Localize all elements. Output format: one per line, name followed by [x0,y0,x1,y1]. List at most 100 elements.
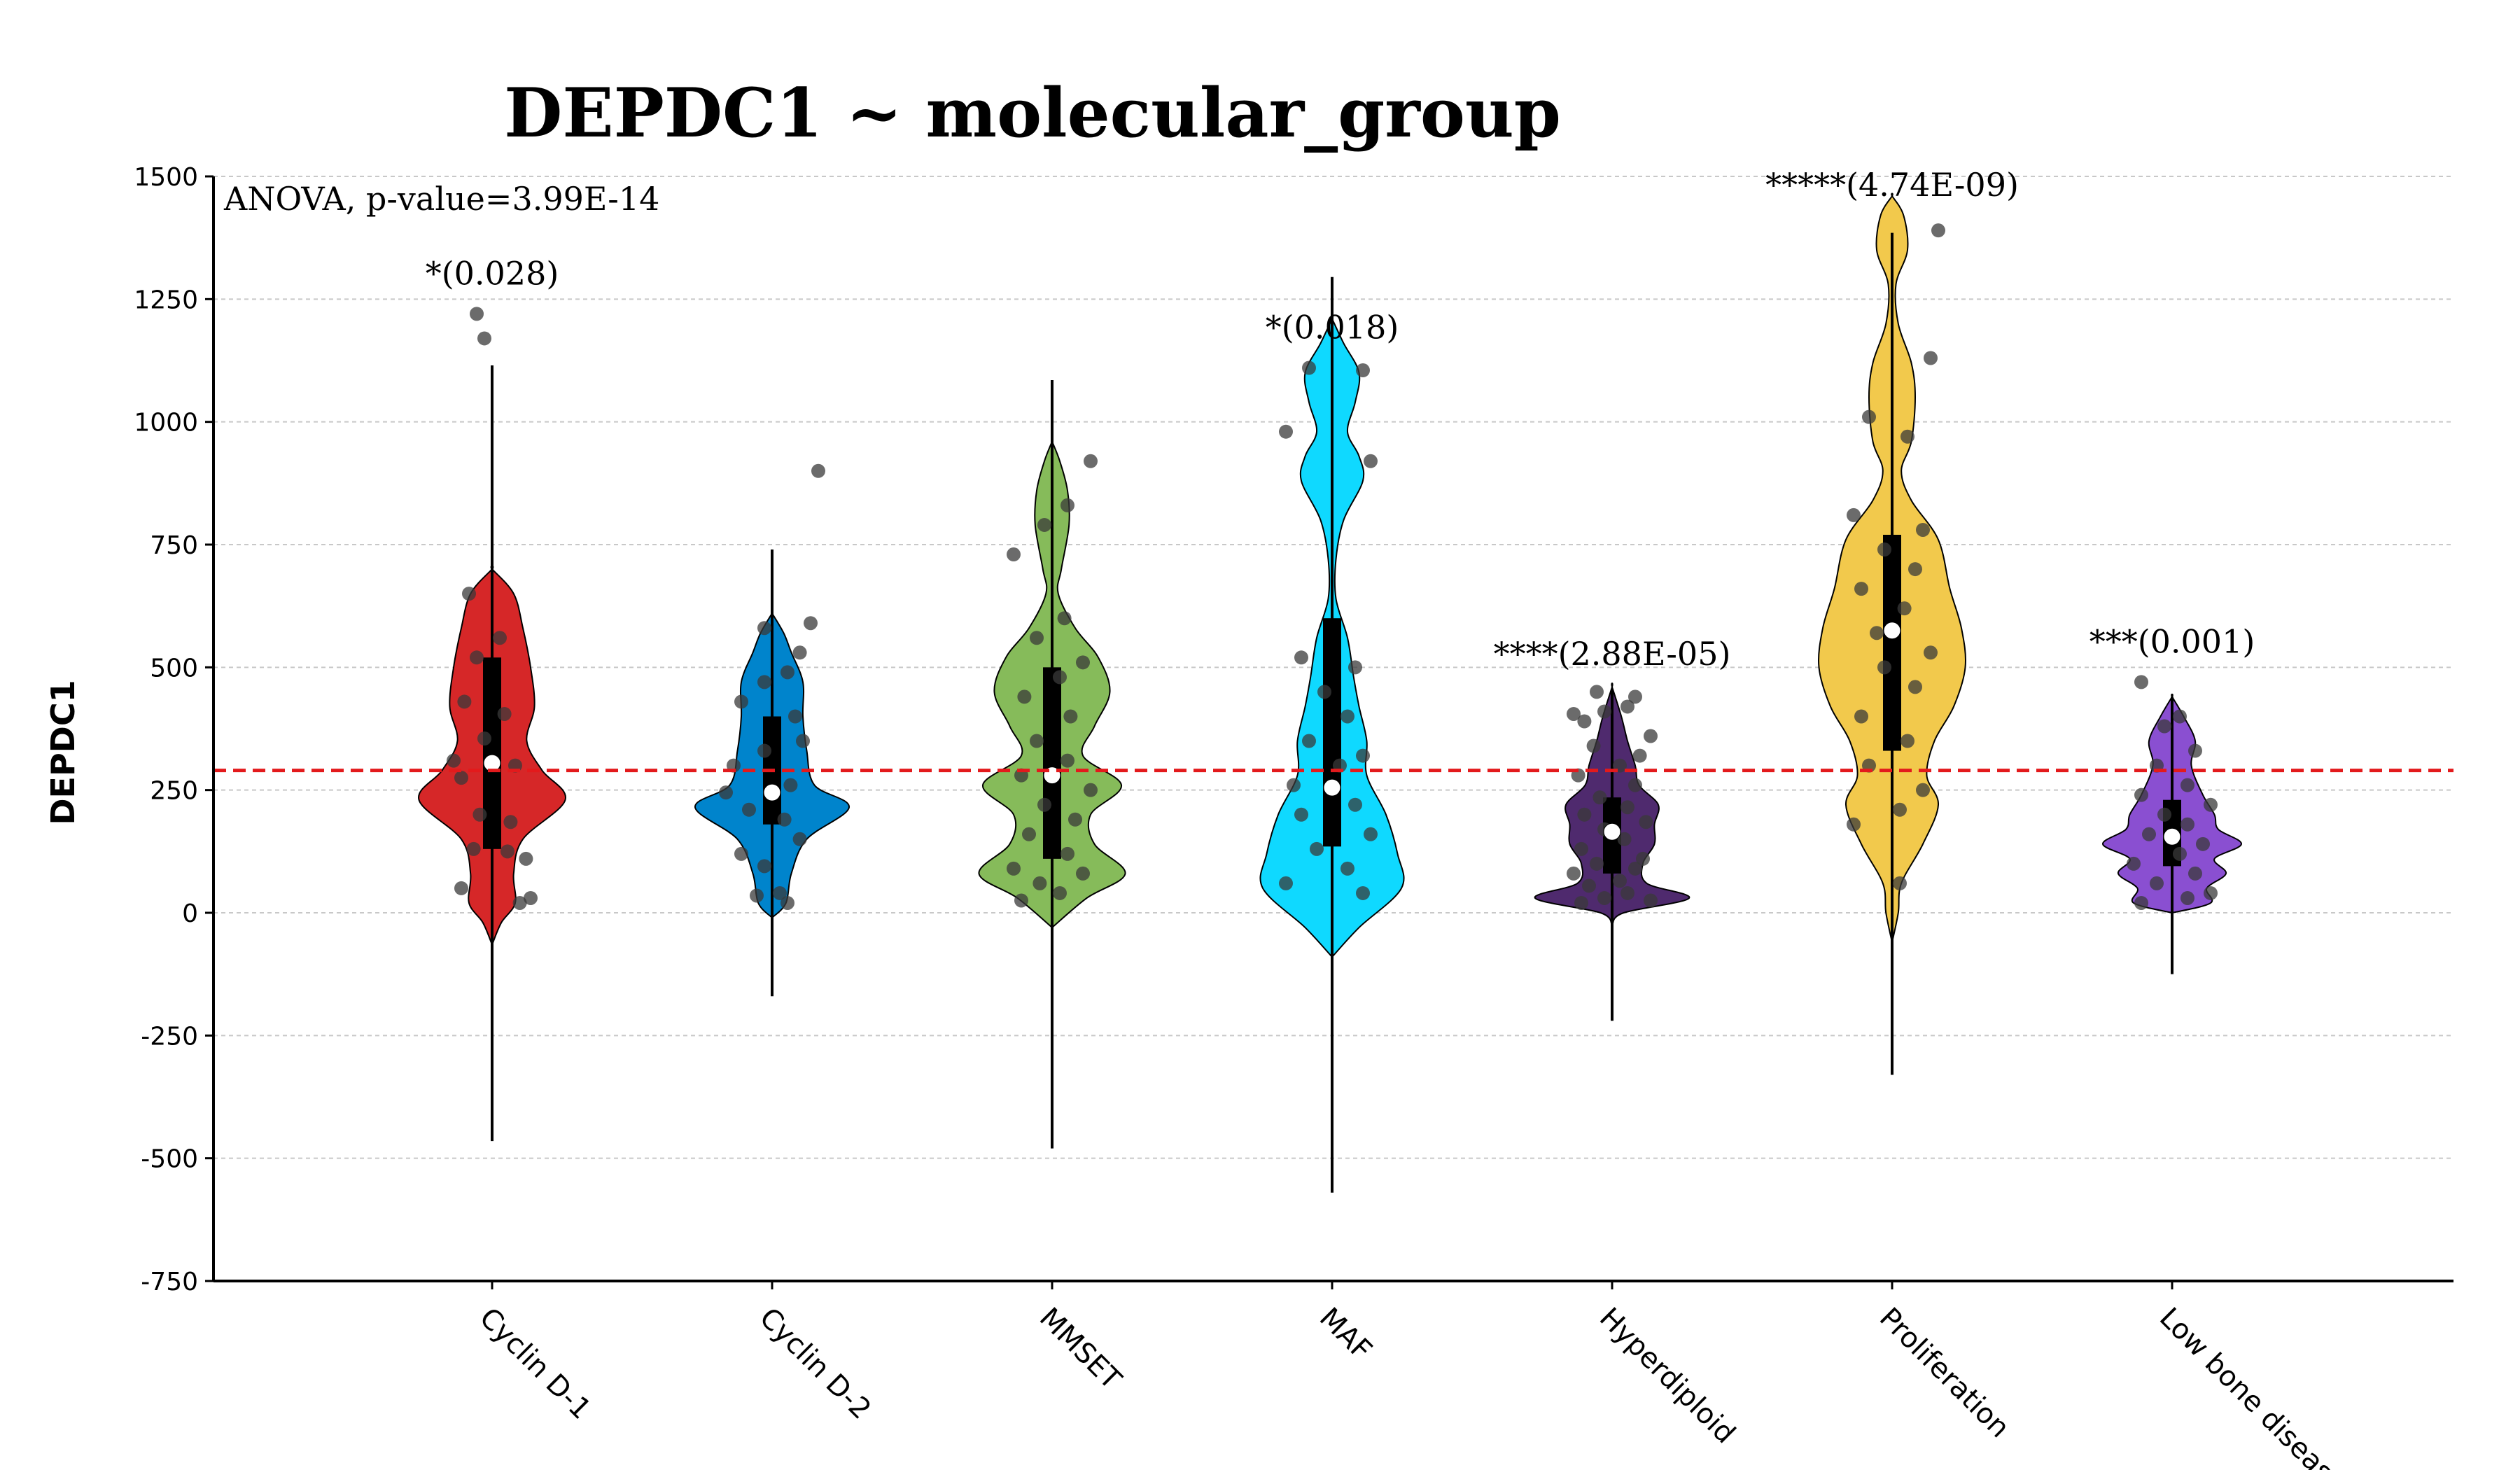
data-point [500,844,514,859]
data-point [1574,895,1588,910]
data-point [1924,645,1938,660]
data-point [1294,807,1308,822]
data-point [1053,886,1067,900]
data-point [2196,836,2210,851]
x-tick-label: Proliferation [1873,1302,2016,1445]
median-point [1603,822,1621,841]
data-point [1007,547,1021,562]
data-point [1628,861,1642,876]
data-point [1302,360,1316,375]
data-point [1597,890,1611,905]
data-point [1597,704,1611,719]
data-point [1877,660,1891,675]
data-point [1908,680,1922,694]
data-point [524,890,538,905]
significance-label: *(0.028) [426,254,559,292]
data-point [1617,832,1632,846]
data-point [1590,685,1604,699]
chart-title: DEPDC1 ~ molecular_group [504,74,1561,153]
data-point [1908,562,1922,577]
significance-label: ***(0.001) [2090,622,2255,660]
data-point [1084,783,1098,797]
data-point [719,785,733,800]
data-point [1030,631,1044,645]
data-point [2173,846,2187,861]
data-point [1364,827,1378,841]
data-point [1577,714,1592,729]
data-point [1590,856,1604,871]
data-point [1639,815,1653,830]
data-point [1620,699,1634,714]
data-point [1900,734,1914,748]
data-point [454,771,468,785]
data-point [1870,626,1884,640]
data-point [1893,876,1907,890]
data-point [1644,729,1658,743]
significance-annotations: *(0.028) *(0.018) ****(2.88E-05) *****(4.74… [426,166,2255,673]
x-tick-label: Hyperdiploid [1593,1302,1742,1450]
data-point [1068,812,1082,827]
data-point [1847,507,1861,522]
significance-label: *(0.018) [1266,308,1399,346]
x-tick-label: Cyclin D-2 [753,1302,877,1426]
significance-label: *****(4.74E-09) [1765,166,2019,204]
x-tick-labels: Cyclin D-1 Cyclin D-2 MMSET MAF Hyperdiploid… [473,1281,2352,1470]
data-point [2180,890,2194,905]
data-point [512,895,527,910]
data-point [1862,410,1876,424]
iqr-box [483,657,501,849]
data-point [2157,807,2171,822]
data-point [777,812,792,827]
y-tick-label: -500 [141,1145,198,1174]
data-point [2173,709,2187,724]
data-point [1632,748,1647,763]
data-point [1030,734,1044,748]
data-point [750,888,764,903]
y-tick-label: -250 [141,1022,198,1051]
data-point [1628,690,1642,704]
data-point [1582,878,1596,893]
data-point [811,463,825,478]
data-point [1037,797,1051,812]
data-point [1356,886,1370,900]
data-point [519,851,533,866]
data-point [1877,542,1891,557]
data-point [2180,817,2194,832]
data-point [804,616,818,631]
data-point [2204,797,2218,812]
data-point [1057,611,1072,626]
data-point [2180,778,2194,792]
data-point [2142,827,2156,841]
data-point [757,743,771,758]
data-point [1063,709,1078,724]
data-point [734,694,748,709]
data-point [1636,851,1650,866]
data-point [2134,895,2148,910]
data-point [773,886,787,900]
data-point [1356,363,1370,378]
data-point [1916,783,1930,797]
data-point [1620,886,1634,900]
y-tick-label: 1500 [134,163,198,192]
data-point [477,732,491,746]
data-point [1924,351,1938,365]
data-point [1310,841,1324,856]
data-point [470,307,484,321]
y-tick-label: 750 [150,531,198,560]
data-point [1340,709,1354,724]
data-point [1356,748,1370,763]
data-point [780,895,794,910]
data-point [788,709,802,724]
x-tick-label: MAF [1313,1302,1378,1367]
median-point [763,783,781,802]
data-point [1060,498,1074,512]
data-point [470,650,484,665]
data-point [742,802,756,817]
y-tick-label: 1000 [134,409,198,438]
data-point [1076,655,1090,670]
data-point [2157,719,2171,734]
y-tick-label: 500 [150,654,198,682]
data-point [466,841,481,856]
data-point [454,881,468,895]
